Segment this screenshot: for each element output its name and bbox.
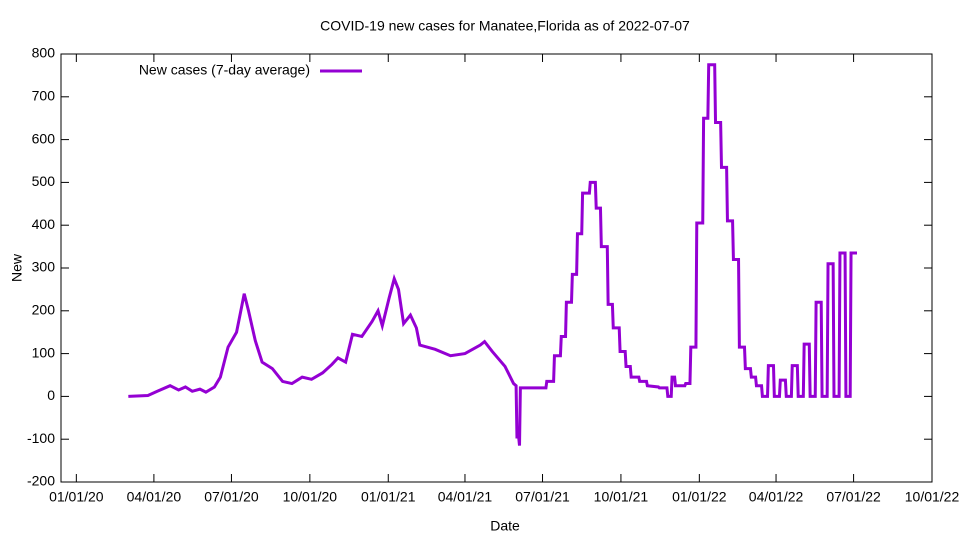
y-tick-label: 0 xyxy=(47,387,55,403)
y-tick-label: -200 xyxy=(27,473,55,489)
y-tick-label: 300 xyxy=(32,259,56,275)
x-tick-label: 01/01/21 xyxy=(361,489,416,505)
data-line xyxy=(128,63,857,446)
plot-frame xyxy=(60,53,933,483)
y-tick-label: 500 xyxy=(32,173,56,189)
chart-title: COVID-19 new cases for Manatee,Florida a… xyxy=(320,18,690,34)
y-tick-label: 600 xyxy=(32,130,56,146)
x-tick-label: 10/01/21 xyxy=(594,489,649,505)
y-tick-label: 200 xyxy=(32,302,56,318)
x-tick-label: 10/01/20 xyxy=(283,489,338,505)
x-tick-label: 04/01/21 xyxy=(438,489,493,505)
x-tick-label: 10/01/22 xyxy=(905,489,960,505)
x-tick-label: 07/01/21 xyxy=(515,489,570,505)
legend-label: New cases (7-day average) xyxy=(139,62,310,78)
x-tick-label: 07/01/22 xyxy=(826,489,881,505)
y-tick-label: 100 xyxy=(32,344,56,360)
x-tick-label: 01/01/22 xyxy=(672,489,727,505)
x-tick-label: 07/01/20 xyxy=(204,489,259,505)
x-tick-label: 04/01/22 xyxy=(749,489,804,505)
x-tick-label: 04/01/20 xyxy=(127,489,182,505)
x-axis-label: Date xyxy=(490,518,520,534)
y-tick-label: 800 xyxy=(32,45,56,61)
y-axis-label: New xyxy=(9,253,25,282)
y-tick-label: -100 xyxy=(27,430,55,446)
y-tick-label: 700 xyxy=(32,88,56,104)
y-tick-label: 400 xyxy=(32,216,56,232)
x-tick-label: 01/01/20 xyxy=(49,489,104,505)
